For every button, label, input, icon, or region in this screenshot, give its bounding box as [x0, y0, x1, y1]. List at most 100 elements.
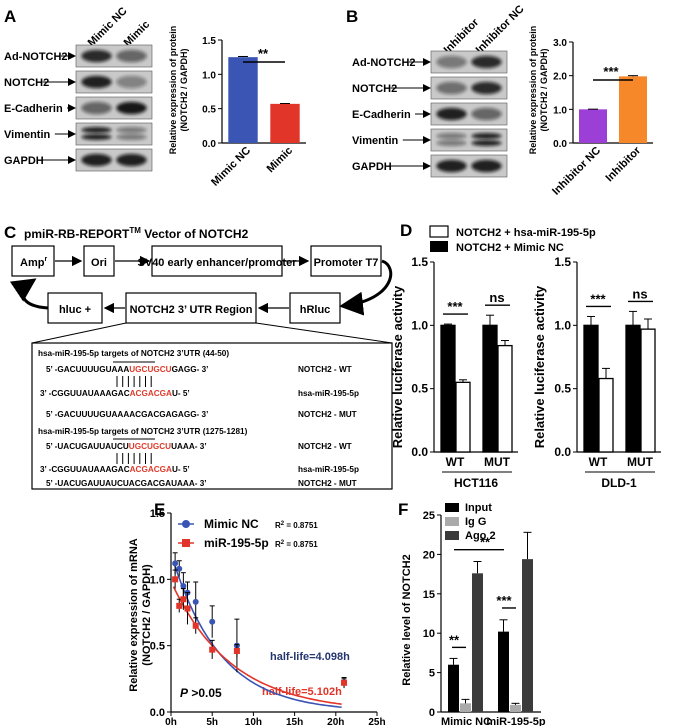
y-tick-label: 5	[429, 668, 435, 680]
lane-label: Mimic	[122, 19, 153, 50]
x-tick-label: Inhibitor NC	[550, 145, 603, 198]
blot-band	[81, 101, 112, 115]
blot-label: Vimentin	[4, 129, 51, 141]
y-tick-label: 1.0	[202, 70, 216, 81]
data-point	[180, 596, 187, 603]
x-tick-label: Inhibitor	[604, 144, 644, 184]
bar	[440, 324, 456, 453]
blot-strip	[430, 128, 508, 152]
legend-r2: R2 = 0.8751	[275, 521, 318, 530]
x-tick-label: 10h	[245, 717, 262, 726]
bar	[579, 109, 607, 143]
data-point	[341, 679, 348, 686]
blot-label: E-Cadherin	[4, 103, 63, 115]
x-tick-label: Mimic	[265, 145, 296, 176]
y-axis-label: Relative level of NOTCH2	[401, 554, 413, 685]
x-tick-label: 0h	[165, 717, 177, 726]
y-tick-label: 0.5	[150, 641, 165, 653]
bar	[472, 573, 483, 712]
x-tick-label: WT	[589, 455, 608, 469]
significance-label: ns	[632, 286, 647, 301]
mir-name: hsa-miR-195-5p	[298, 389, 359, 398]
blot-band	[81, 134, 112, 140]
wt-sequence: 5’ -GACUUUUGUAAAUGCUGCUGAGG- 3’	[46, 365, 208, 374]
significance-label: ***	[590, 291, 606, 306]
y-tick-label: 0.5	[411, 382, 428, 396]
p-value: P >0.05	[180, 686, 222, 700]
panel-d-chart-hct116: Relative luciferase activity 0.0 0.5 1.0 1.…	[390, 255, 518, 490]
curved-arrow	[9, 278, 49, 310]
mut-sequence: 5’ -GACUUUUGUAAAACGACGAGAGG- 3’	[46, 410, 208, 419]
legend-label: NOTCH2 + hsa-miR-195-5p	[456, 227, 596, 239]
data-point	[172, 576, 179, 583]
significance-label: ***	[447, 299, 463, 314]
y-axis-label: Relative expression of protein(NOTCH2 / …	[168, 26, 189, 155]
blot-band	[81, 127, 112, 133]
y-tick-label: 1.5	[411, 255, 428, 269]
x-tick-label: MUT	[627, 455, 654, 469]
bar	[640, 328, 656, 453]
y-tick-label: 0.5	[202, 105, 216, 116]
blot-band	[436, 107, 467, 121]
legend-label: miR-195-5p	[204, 536, 269, 550]
data-point	[209, 646, 216, 653]
bar	[583, 324, 599, 453]
bar	[625, 324, 641, 453]
sv40-box	[151, 245, 283, 277]
blot-band	[436, 55, 467, 69]
y-tick-label: 1.5	[202, 36, 216, 47]
y-axis-label: Relative expression of protein(NOTCH2 / …	[528, 26, 549, 155]
y-tick-label: 3.0	[553, 38, 567, 49]
y-tick-label: 1.0	[553, 105, 567, 116]
blot-band	[116, 75, 147, 89]
ori-label: Ori	[91, 257, 107, 269]
data-point	[176, 565, 183, 572]
panel-c-vector-map: pmiR-RB-REPORTTM Vector of NOTCH2 Ampr O…	[9, 226, 393, 490]
series-fit-line	[172, 586, 342, 705]
blot-band	[436, 133, 467, 139]
data-point	[192, 622, 199, 629]
legend-swatch	[445, 517, 459, 526]
panel-f-chart: Relative level of NOTCH2 Input Ig G Ago …	[401, 502, 546, 726]
amp-label: Ampr	[20, 256, 47, 269]
data-point	[192, 598, 199, 605]
x-tick-label: Mimic NC	[209, 145, 253, 189]
data-point	[209, 618, 216, 625]
y-tick-label: 1.5	[554, 255, 571, 269]
blot-band	[471, 133, 502, 139]
mir-sequence: 3’ -CGGUUAUAAAGACACGACGAU- 5’	[40, 389, 190, 398]
y-tick-label: 1.0	[150, 574, 165, 586]
y-tick-label: 0.5	[554, 382, 571, 396]
sv40-label: SV40 early enhancer/promoter	[138, 257, 298, 269]
legend-label: Mimic NC	[204, 517, 259, 531]
x-tick-label: WT	[446, 455, 465, 469]
series-fit-line	[172, 561, 342, 708]
x-tick-label: Mimic NC	[441, 716, 491, 726]
x-tick-label: 5h	[206, 717, 218, 726]
y-tick-label: 0.0	[554, 445, 571, 459]
mut-name: NOTCH2 - MUT	[298, 410, 357, 419]
panel-b-blot: Inhibitor Inhibitor NC Ad-NOTCH2NOTCH2E-…	[352, 3, 527, 178]
panel-letter-a: A	[4, 7, 16, 26]
blot-band	[471, 55, 502, 69]
blot-band	[436, 159, 467, 173]
legend-swatch	[445, 503, 459, 512]
legend-r2: R2 = 0.8751	[275, 540, 318, 549]
y-tick-label: 10	[423, 628, 435, 640]
significance-label: ***	[603, 64, 619, 79]
wt-sequence: 5’ -UACUGAUUAUCUUGCUGCUUAAA- 3’	[46, 442, 207, 451]
blot-band	[81, 153, 112, 167]
significance-label: ns	[489, 290, 504, 305]
panel-a-chart: Relative expression of protein(NOTCH2 / …	[168, 26, 306, 189]
bar	[498, 631, 509, 712]
blot-label: NOTCH2	[4, 77, 49, 89]
y-tick-label: 0.0	[150, 707, 165, 719]
half-life-label: half-life=4.098h	[270, 651, 350, 663]
utr-box	[125, 292, 257, 324]
data-point	[176, 602, 183, 609]
lane-label: Inhibitor NC	[474, 3, 527, 56]
vector-title: pmiR-RB-REPORTTM Vector of NOTCH2	[24, 226, 249, 241]
blot-label: E-Cadherin	[352, 109, 411, 121]
y-tick-label: 20	[423, 549, 435, 561]
y-axis-label: Relative expression of mRNA(NOTCH2 / GAP…	[128, 538, 153, 691]
